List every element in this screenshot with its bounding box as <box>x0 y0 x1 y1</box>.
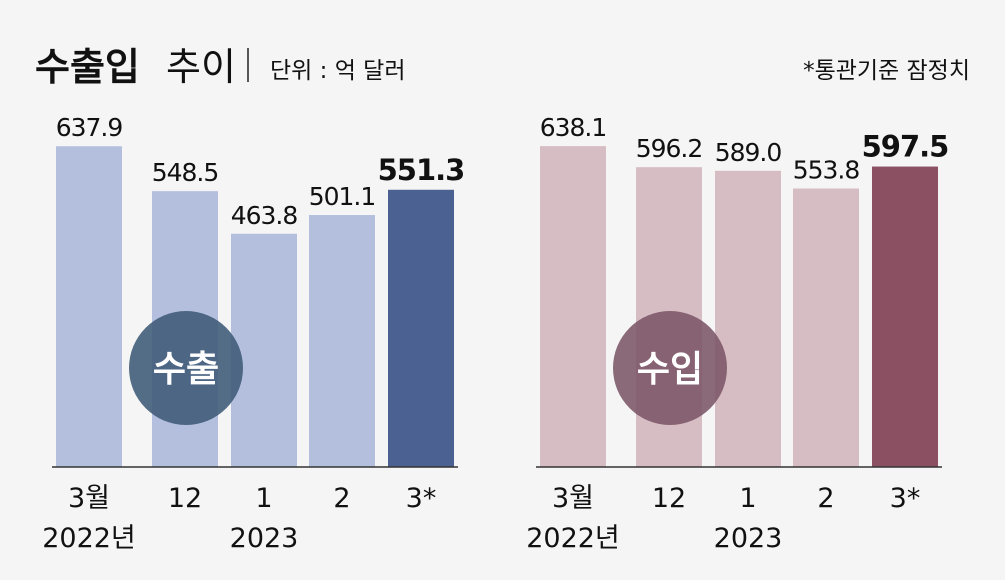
x-tick-label: 3월 <box>552 483 594 514</box>
x-tick-label: 3* <box>890 483 921 514</box>
value-label: 551.3 <box>378 153 465 187</box>
x-tick-sublabel: 2022년 <box>42 523 136 554</box>
bar <box>872 166 938 468</box>
value-label: 548.5 <box>152 158 219 187</box>
x-tick-label: 3월 <box>68 483 110 514</box>
bar <box>309 215 375 467</box>
x-tick-label: 2 <box>333 483 350 514</box>
value-label: 596.2 <box>636 134 703 163</box>
note: *통관기준 잠정치 <box>803 58 970 84</box>
bar <box>715 170 781 467</box>
title-light: 추이 <box>166 45 236 89</box>
x-tick-label: 1 <box>255 483 272 514</box>
value-label: 553.8 <box>793 156 860 185</box>
unit: 단위 : 억 달러 <box>270 58 405 84</box>
value-label: 638.1 <box>540 113 607 142</box>
bar <box>56 146 122 468</box>
series-badge <box>613 311 727 425</box>
x-tick-sublabel: 2023 <box>714 523 783 554</box>
bar <box>540 146 606 467</box>
title: 수출입 <box>35 45 140 89</box>
bar <box>388 189 454 468</box>
value-label: 597.5 <box>862 130 949 164</box>
value-label: 589.0 <box>715 138 782 167</box>
x-tick-label: 1 <box>739 483 756 514</box>
series-label: 수출 <box>153 349 219 390</box>
bar <box>231 233 297 467</box>
x-tick-label: 3* <box>406 483 437 514</box>
value-label: 501.1 <box>309 182 376 211</box>
series-label: 수입 <box>637 349 703 390</box>
bar <box>793 188 859 468</box>
x-tick-label: 12 <box>168 483 202 514</box>
x-tick-sublabel: 2022년 <box>526 523 620 554</box>
value-label: 463.8 <box>231 201 298 230</box>
x-tick-label: 12 <box>652 483 686 514</box>
value-label: 637.9 <box>56 113 123 142</box>
x-tick-label: 2 <box>817 483 834 514</box>
x-tick-sublabel: 2023 <box>230 523 299 554</box>
series-badge <box>129 311 243 425</box>
